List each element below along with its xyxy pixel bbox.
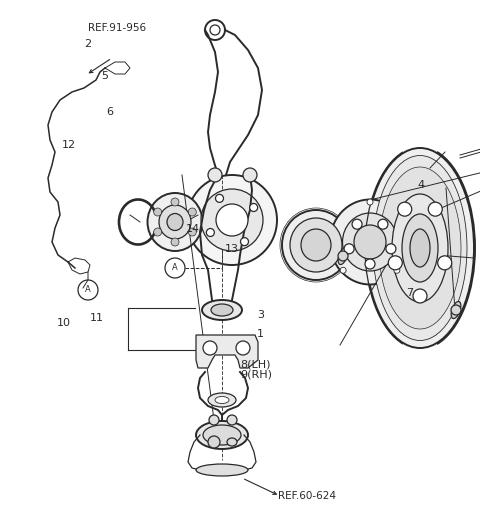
Ellipse shape	[187, 175, 277, 265]
Circle shape	[154, 228, 162, 236]
Circle shape	[338, 251, 348, 261]
Circle shape	[344, 244, 354, 254]
Circle shape	[367, 199, 373, 205]
Ellipse shape	[338, 247, 348, 265]
Circle shape	[398, 202, 412, 216]
Ellipse shape	[227, 415, 237, 425]
Circle shape	[340, 267, 346, 273]
Circle shape	[394, 267, 400, 273]
Circle shape	[171, 198, 179, 206]
Text: 8(LH): 8(LH)	[240, 360, 271, 370]
Ellipse shape	[203, 425, 241, 445]
Circle shape	[413, 289, 427, 303]
Circle shape	[240, 237, 249, 246]
Text: REF.91-956: REF.91-956	[88, 23, 146, 33]
Circle shape	[188, 208, 196, 216]
Circle shape	[216, 194, 224, 203]
Text: 6: 6	[107, 107, 114, 117]
Ellipse shape	[373, 156, 467, 340]
Ellipse shape	[451, 301, 461, 319]
Text: 11: 11	[90, 313, 104, 323]
Circle shape	[438, 256, 452, 270]
Ellipse shape	[196, 421, 248, 449]
Text: 14: 14	[186, 224, 200, 234]
Text: A: A	[172, 264, 178, 272]
Ellipse shape	[282, 210, 350, 280]
Text: 13: 13	[225, 244, 239, 254]
Circle shape	[352, 219, 362, 229]
Circle shape	[378, 219, 388, 229]
Circle shape	[386, 244, 396, 254]
Text: 1: 1	[257, 329, 264, 339]
Ellipse shape	[209, 438, 219, 446]
Ellipse shape	[167, 213, 183, 230]
Circle shape	[428, 202, 442, 216]
Circle shape	[206, 229, 215, 236]
Ellipse shape	[379, 167, 461, 329]
Circle shape	[171, 238, 179, 246]
Text: A: A	[85, 285, 91, 295]
Ellipse shape	[196, 464, 248, 476]
Ellipse shape	[211, 304, 233, 316]
Text: 7: 7	[406, 288, 413, 298]
Circle shape	[236, 341, 250, 355]
Circle shape	[250, 204, 258, 211]
Text: 4: 4	[418, 180, 425, 190]
Ellipse shape	[208, 393, 236, 407]
Ellipse shape	[201, 189, 263, 251]
Text: 10: 10	[57, 318, 71, 328]
Ellipse shape	[147, 193, 203, 251]
Circle shape	[208, 436, 220, 448]
Ellipse shape	[215, 396, 229, 403]
Circle shape	[188, 228, 196, 236]
Text: 12: 12	[61, 140, 75, 150]
Ellipse shape	[227, 438, 237, 446]
Ellipse shape	[402, 214, 438, 282]
Circle shape	[203, 341, 217, 355]
Ellipse shape	[366, 148, 474, 348]
Text: REF.60-624: REF.60-624	[278, 491, 336, 501]
Ellipse shape	[301, 229, 331, 261]
Text: 5: 5	[101, 71, 108, 81]
Circle shape	[208, 168, 222, 182]
Ellipse shape	[354, 225, 386, 259]
Ellipse shape	[330, 199, 410, 285]
Circle shape	[365, 259, 375, 269]
Ellipse shape	[202, 300, 242, 320]
Circle shape	[243, 168, 257, 182]
Ellipse shape	[209, 415, 219, 425]
Text: 2: 2	[84, 39, 91, 49]
Ellipse shape	[410, 229, 430, 267]
Circle shape	[388, 256, 402, 270]
Ellipse shape	[216, 204, 248, 236]
Text: 3: 3	[257, 309, 264, 320]
Ellipse shape	[159, 205, 191, 239]
Ellipse shape	[290, 218, 342, 272]
Circle shape	[154, 208, 162, 216]
Polygon shape	[196, 335, 258, 368]
Ellipse shape	[343, 213, 397, 271]
Text: 9(RH): 9(RH)	[240, 369, 272, 379]
Circle shape	[451, 305, 461, 315]
Ellipse shape	[392, 194, 448, 302]
